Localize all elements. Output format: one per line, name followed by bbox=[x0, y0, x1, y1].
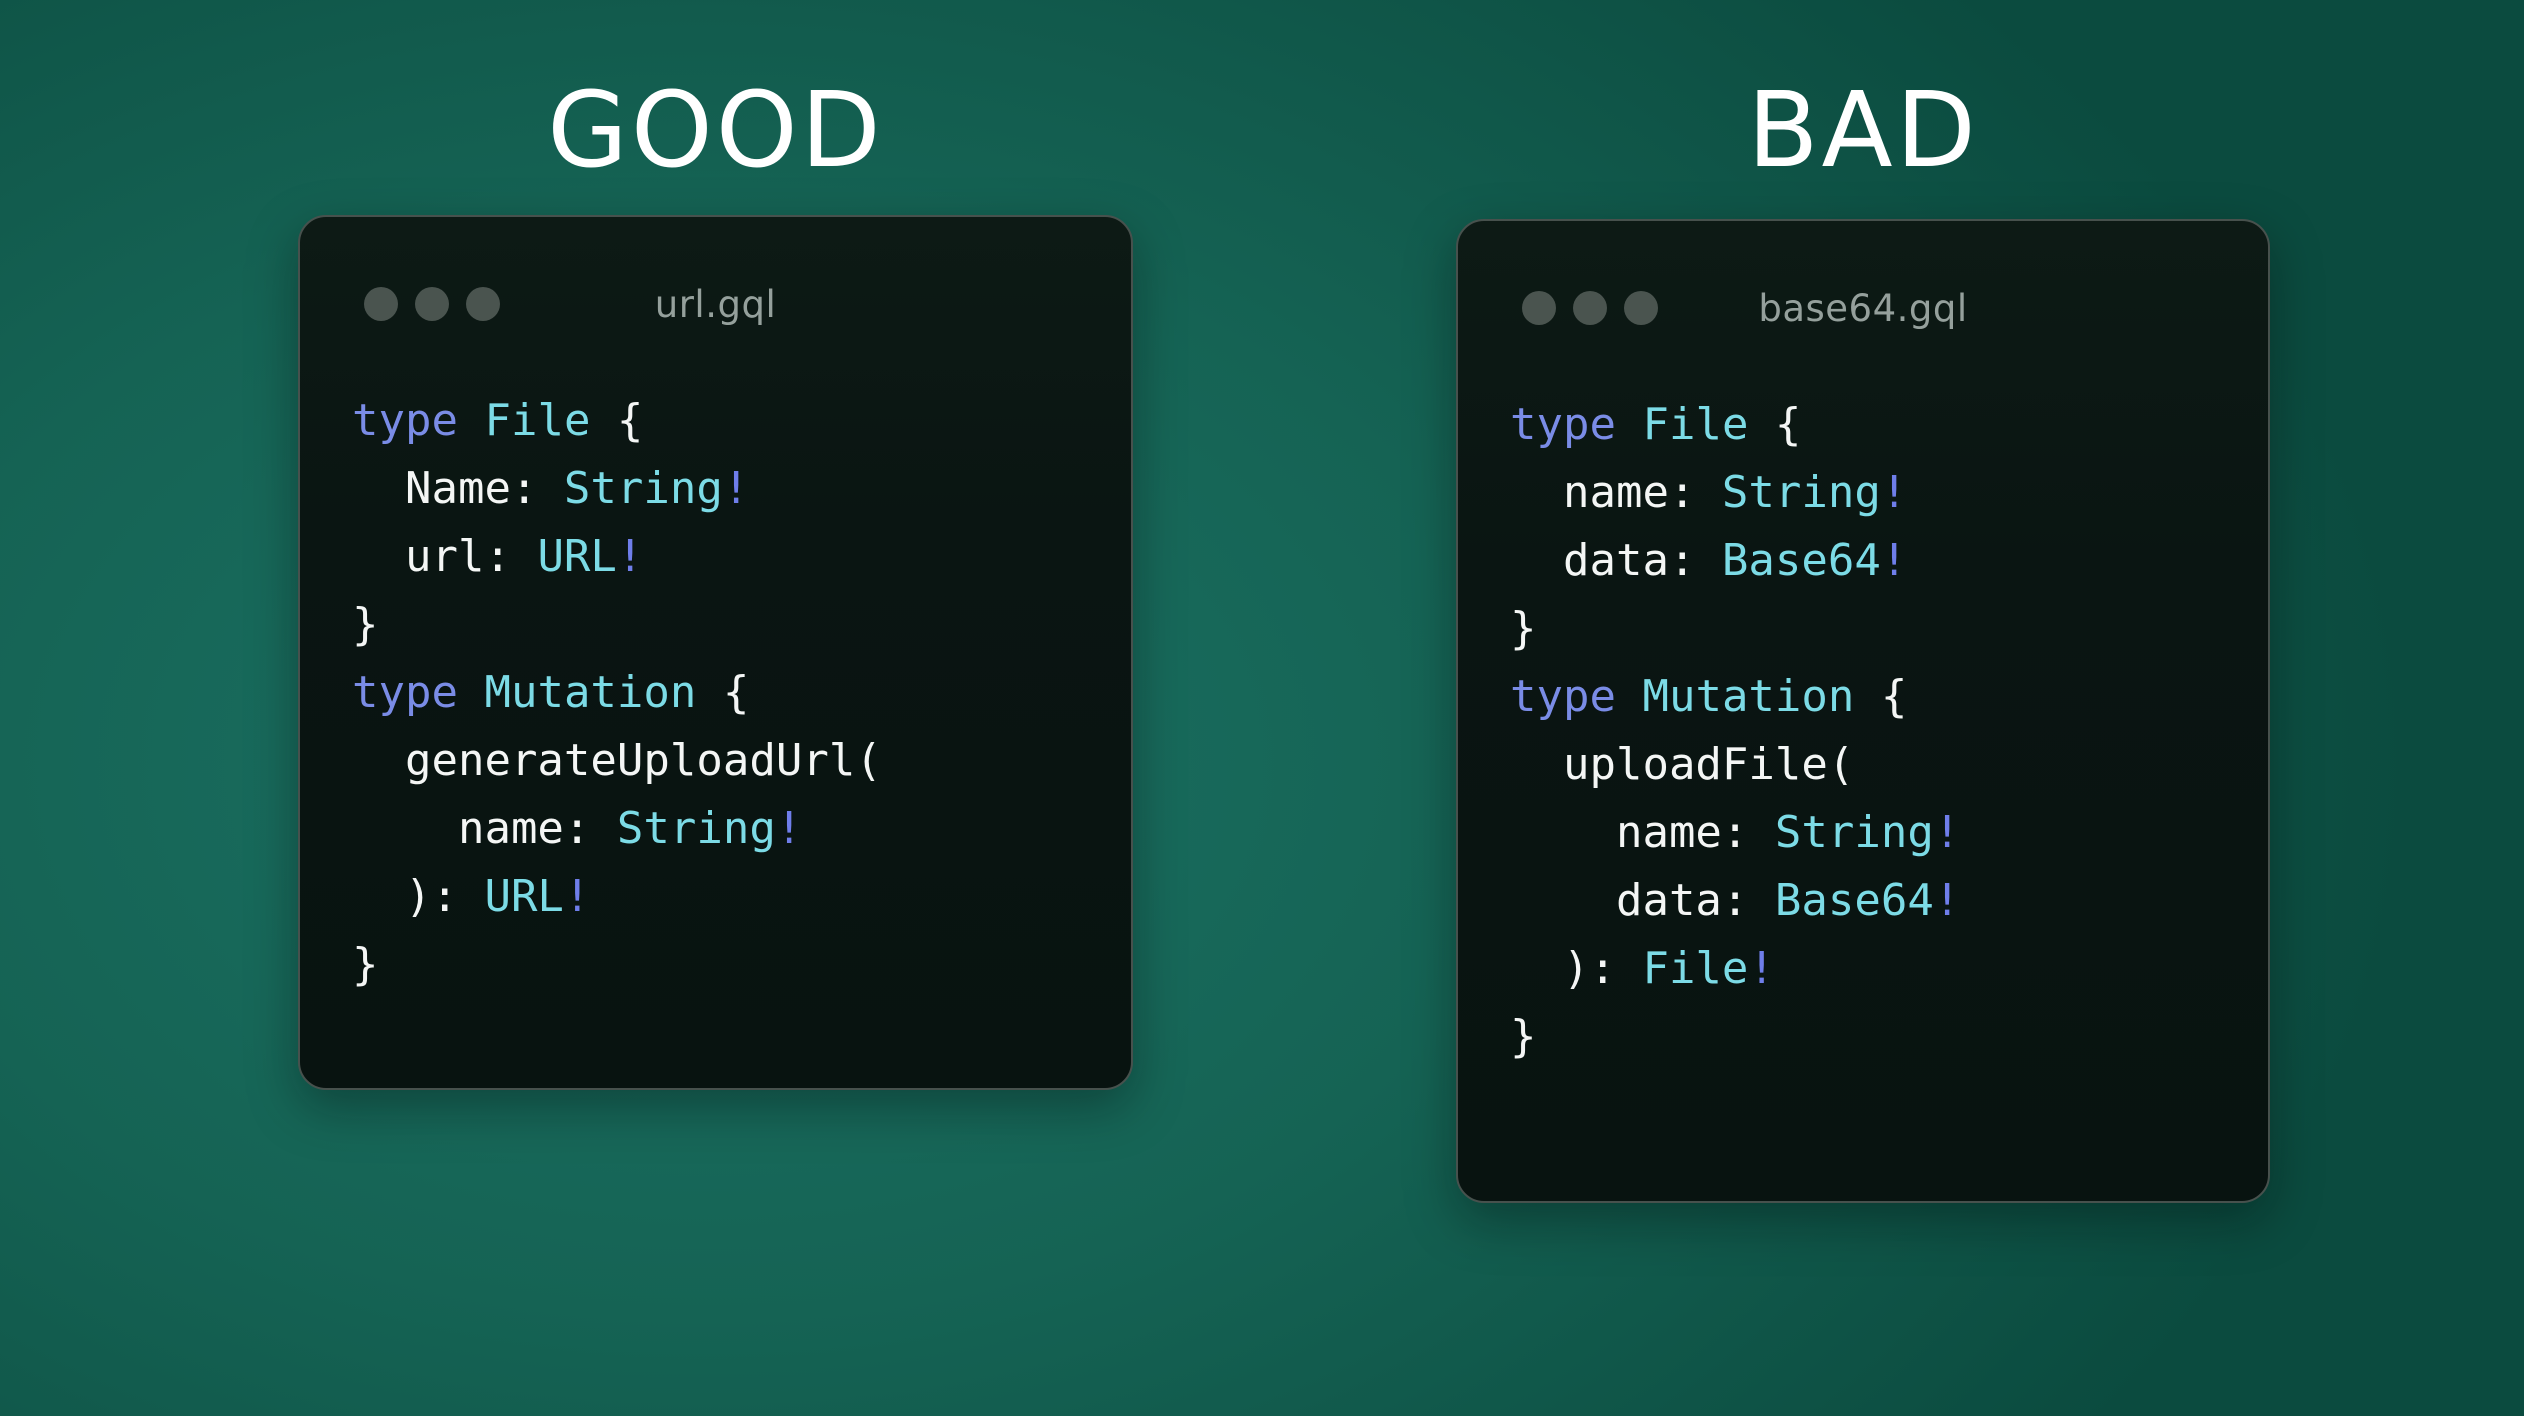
code-line: type File { bbox=[1510, 399, 1802, 450]
code-line: url: URL! bbox=[352, 531, 644, 582]
code-line: } bbox=[1510, 603, 1537, 654]
code-line: ): URL! bbox=[352, 871, 591, 922]
window-controls bbox=[364, 287, 500, 321]
code-line: data: Base64! bbox=[1510, 535, 1908, 586]
code-line: type Mutation { bbox=[1510, 671, 1908, 722]
code-editor-content: type File { Name: String! url: URL!} type… bbox=[300, 345, 1131, 999]
code-line: ): File! bbox=[1510, 943, 1775, 994]
code-window-bad: base64.gql type File { name: String! dat… bbox=[1456, 219, 2270, 1203]
code-line: type Mutation { bbox=[352, 667, 750, 718]
code-line: name: String! bbox=[1510, 467, 1908, 518]
code-editor-content: type File { name: String! data: Base64!}… bbox=[1458, 349, 2268, 1071]
verdict-heading-good: GOOD bbox=[547, 69, 884, 191]
window-filename: base64.gql bbox=[1758, 286, 1968, 330]
code-line: type File { bbox=[352, 395, 644, 446]
window-control-dot-icon[interactable] bbox=[1573, 291, 1607, 325]
verdict-heading-bad: BAD bbox=[1747, 69, 1979, 191]
code-window-good: url.gql type File { Name: String! url: U… bbox=[298, 215, 1133, 1090]
window-filename: url.gql bbox=[654, 282, 777, 326]
code-line: Name: String! bbox=[352, 463, 750, 514]
window-titlebar: base64.gql bbox=[1458, 267, 2268, 349]
code-line: } bbox=[1510, 1011, 1537, 1062]
window-control-dot-icon[interactable] bbox=[364, 287, 398, 321]
code-line: } bbox=[352, 599, 379, 650]
window-control-dot-icon[interactable] bbox=[466, 287, 500, 321]
window-titlebar: url.gql bbox=[300, 263, 1131, 345]
window-control-dot-icon[interactable] bbox=[1624, 291, 1658, 325]
window-control-dot-icon[interactable] bbox=[1522, 291, 1556, 325]
code-line: uploadFile( bbox=[1510, 739, 1855, 790]
code-line: generateUploadUrl( bbox=[352, 735, 882, 786]
window-control-dot-icon[interactable] bbox=[415, 287, 449, 321]
window-controls bbox=[1522, 291, 1658, 325]
code-line: data: Base64! bbox=[1510, 875, 1961, 926]
code-line: name: String! bbox=[1510, 807, 1961, 858]
code-line: } bbox=[352, 939, 379, 990]
code-line: name: String! bbox=[352, 803, 803, 854]
